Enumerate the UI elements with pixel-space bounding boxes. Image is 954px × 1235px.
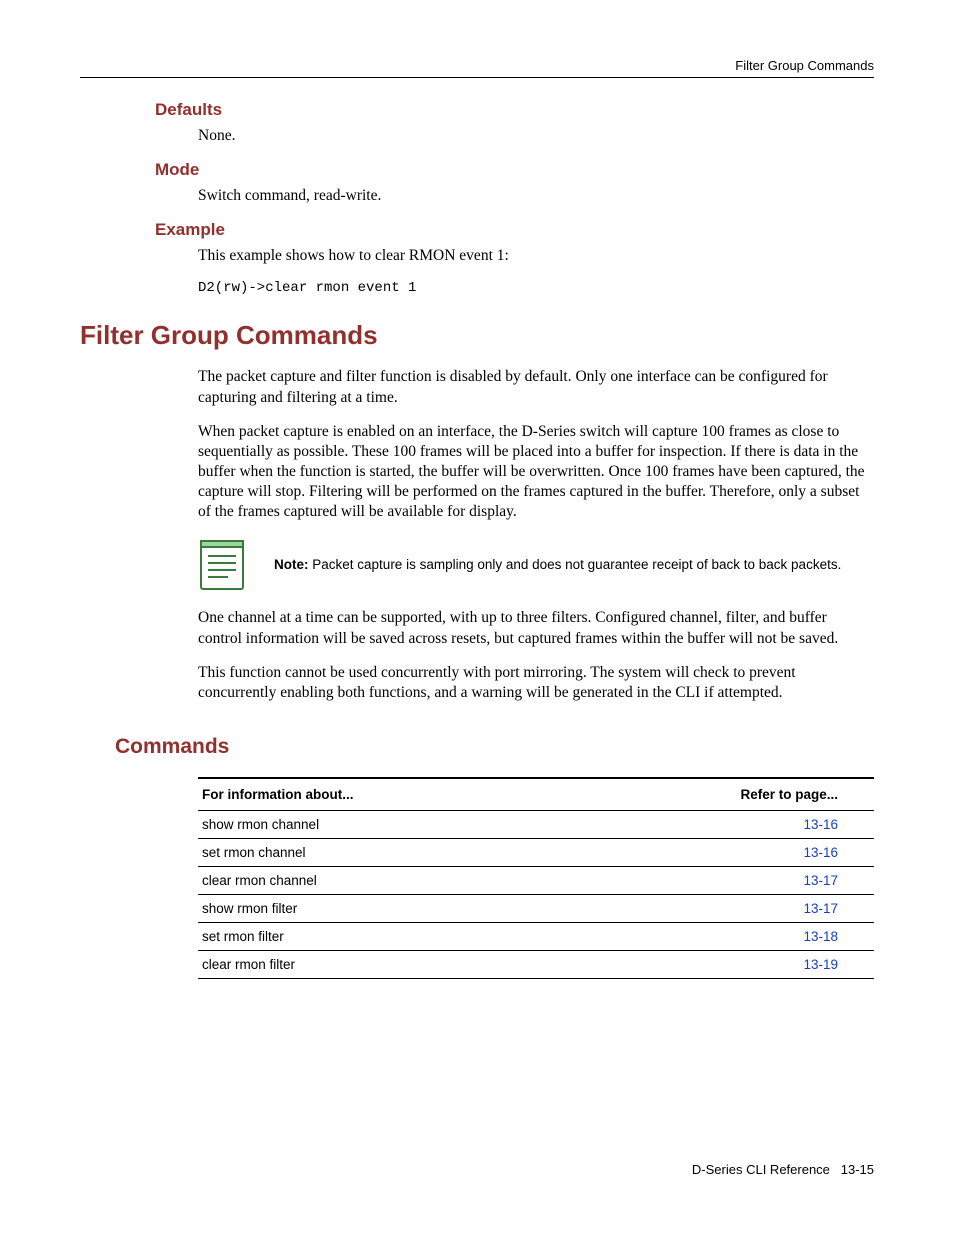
note-label: Note:	[274, 557, 309, 572]
heading-defaults: Defaults	[155, 100, 874, 120]
note-body: Packet capture is sampling only and does…	[312, 557, 841, 572]
cmd-name: clear rmon filter	[198, 950, 561, 978]
table-row: show rmon filter 13-17	[198, 894, 874, 922]
heading-filter-group-commands: Filter Group Commands	[80, 320, 874, 351]
table-header-page: Refer to page...	[561, 778, 874, 811]
table-row: set rmon filter 13-18	[198, 922, 874, 950]
example-body: This example shows how to clear RMON eve…	[198, 246, 874, 266]
cmd-name: show rmon filter	[198, 894, 561, 922]
running-header: Filter Group Commands	[80, 58, 874, 78]
table-row: set rmon channel 13-16	[198, 838, 874, 866]
page: Filter Group Commands Defaults None. Mod…	[0, 0, 954, 1235]
note-block: Note: Packet capture is sampling only an…	[198, 538, 874, 592]
commands-table: For information about... Refer to page..…	[198, 777, 874, 979]
cmd-name: clear rmon channel	[198, 866, 561, 894]
heading-commands: Commands	[115, 735, 874, 759]
page-link[interactable]: 13-19	[803, 957, 838, 972]
footer-doc-title: D-Series CLI Reference	[692, 1162, 830, 1177]
para-3: One channel at a time can be supported, …	[198, 608, 874, 648]
page-link[interactable]: 13-18	[803, 929, 838, 944]
para-2: When packet capture is enabled on an int…	[198, 422, 874, 523]
cmd-name: set rmon channel	[198, 838, 561, 866]
cmd-name: show rmon channel	[198, 810, 561, 838]
table-row: clear rmon filter 13-19	[198, 950, 874, 978]
example-code: D2(rw)->clear rmon event 1	[198, 280, 874, 296]
table-header-row: For information about... Refer to page..…	[198, 778, 874, 811]
para-1: The packet capture and filter function i…	[198, 367, 874, 407]
note-text: Note: Packet capture is sampling only an…	[274, 556, 841, 574]
heading-mode: Mode	[155, 160, 874, 180]
page-link[interactable]: 13-16	[803, 817, 838, 832]
table-row: show rmon channel 13-16	[198, 810, 874, 838]
defaults-body: None.	[198, 126, 874, 146]
table-header-info: For information about...	[198, 778, 561, 811]
footer-page-number: 13-15	[841, 1162, 874, 1177]
page-link[interactable]: 13-16	[803, 845, 838, 860]
table-row: clear rmon channel 13-17	[198, 866, 874, 894]
mode-body: Switch command, read-write.	[198, 186, 874, 206]
page-link[interactable]: 13-17	[803, 873, 838, 888]
cmd-name: set rmon filter	[198, 922, 561, 950]
page-link[interactable]: 13-17	[803, 901, 838, 916]
page-footer: D-Series CLI Reference 13-15	[692, 1162, 874, 1177]
content-area: Defaults None. Mode Switch command, read…	[80, 100, 874, 979]
note-icon	[198, 538, 246, 592]
heading-example: Example	[155, 220, 874, 240]
para-4: This function cannot be used concurrentl…	[198, 663, 874, 703]
